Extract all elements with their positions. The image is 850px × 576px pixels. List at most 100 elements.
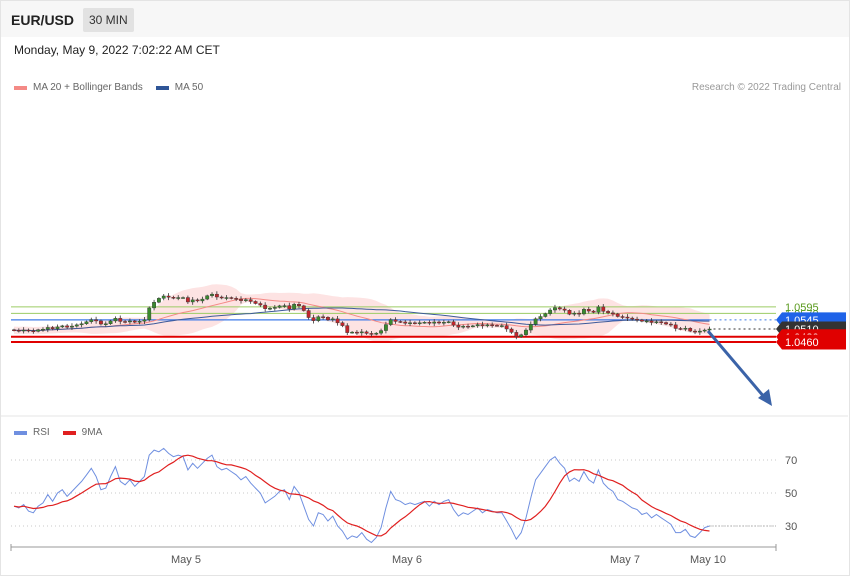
candle bbox=[398, 320, 403, 324]
candle-body bbox=[693, 330, 697, 333]
candle bbox=[41, 327, 45, 332]
legend-swatch-rsi bbox=[14, 430, 27, 435]
candle bbox=[176, 295, 181, 301]
candle bbox=[659, 319, 664, 325]
candle bbox=[577, 310, 582, 317]
candle-body bbox=[495, 325, 499, 327]
candle-body bbox=[156, 298, 161, 303]
candle bbox=[311, 314, 316, 324]
candle bbox=[316, 315, 321, 323]
candle-body bbox=[330, 318, 335, 321]
ma50-line bbox=[13, 307, 710, 332]
candle bbox=[123, 319, 127, 324]
timeframe-badge[interactable]: 30 MIN bbox=[83, 8, 134, 32]
candle bbox=[538, 314, 543, 322]
candle-body bbox=[214, 293, 219, 298]
candle bbox=[514, 329, 519, 340]
candle-body bbox=[596, 306, 601, 313]
candle-body bbox=[340, 322, 345, 326]
candle-body bbox=[659, 321, 664, 323]
candle bbox=[567, 309, 572, 316]
candle bbox=[45, 324, 50, 333]
candle-body bbox=[388, 319, 393, 325]
candle-body bbox=[277, 305, 282, 308]
candle-body bbox=[171, 297, 176, 299]
candle-body bbox=[224, 297, 229, 299]
chart-header: EUR/USD 30 MIN bbox=[1, 1, 849, 37]
candle bbox=[26, 328, 31, 333]
candle-body bbox=[577, 312, 582, 315]
rsi-legend: RSI 9MA bbox=[14, 427, 115, 438]
candle bbox=[437, 320, 441, 325]
candle-body bbox=[422, 322, 427, 324]
candle bbox=[456, 322, 461, 331]
candle-body bbox=[113, 318, 118, 322]
candle-body bbox=[26, 329, 31, 332]
rsi-tick-label: 70 bbox=[785, 455, 797, 467]
candle-body bbox=[403, 321, 408, 324]
candle bbox=[16, 328, 21, 333]
candle bbox=[36, 328, 41, 333]
candle bbox=[417, 320, 422, 326]
candle-body bbox=[326, 317, 330, 321]
candle-body bbox=[398, 321, 403, 323]
candle-body bbox=[524, 329, 528, 335]
candle bbox=[171, 295, 176, 300]
candle-body bbox=[572, 312, 577, 315]
candle-body bbox=[562, 308, 567, 311]
candle bbox=[297, 301, 301, 309]
candle-body bbox=[567, 310, 572, 315]
candle bbox=[287, 302, 292, 312]
legend-label-rsi: RSI bbox=[33, 427, 50, 438]
candle-body bbox=[292, 304, 297, 310]
candle bbox=[55, 324, 60, 332]
candle-body bbox=[118, 318, 123, 322]
candle bbox=[693, 329, 697, 335]
candle-body bbox=[499, 325, 504, 327]
candle-body bbox=[166, 295, 171, 298]
candle bbox=[12, 328, 16, 332]
candle bbox=[586, 306, 591, 314]
candle-body bbox=[635, 318, 639, 321]
candle-body bbox=[697, 330, 702, 333]
candle-body bbox=[355, 331, 359, 334]
candle-body bbox=[490, 324, 495, 327]
candle bbox=[74, 323, 79, 328]
candle-body bbox=[485, 324, 490, 327]
candle-body bbox=[533, 318, 538, 325]
candle bbox=[620, 314, 625, 319]
candle-body bbox=[41, 329, 45, 331]
candle bbox=[359, 329, 364, 336]
candle bbox=[219, 295, 224, 300]
candle bbox=[239, 296, 243, 304]
candle-body bbox=[683, 328, 688, 330]
candle bbox=[94, 316, 99, 324]
candle-body bbox=[287, 305, 292, 310]
legend-label-ma20: MA 20 + Bollinger Bands bbox=[33, 82, 143, 93]
candle bbox=[277, 304, 282, 309]
candle bbox=[166, 293, 171, 301]
candle bbox=[369, 331, 374, 337]
candle bbox=[384, 321, 388, 334]
x-tick-label: May 10 bbox=[690, 554, 726, 566]
candle-body bbox=[374, 332, 379, 335]
candle bbox=[306, 308, 311, 320]
candle-body bbox=[369, 333, 374, 335]
candle bbox=[446, 320, 451, 324]
candle-body bbox=[345, 325, 350, 333]
candle bbox=[214, 291, 219, 300]
candle-body bbox=[548, 309, 553, 314]
candle-body bbox=[654, 321, 659, 323]
candle bbox=[379, 328, 383, 336]
candle-body bbox=[176, 297, 181, 299]
level-tag-1.0460: 1.0460 bbox=[776, 334, 846, 350]
candle-body bbox=[364, 331, 369, 334]
candle bbox=[615, 312, 620, 318]
candle bbox=[253, 300, 258, 305]
candle-body bbox=[470, 325, 475, 328]
candle-body bbox=[475, 324, 480, 327]
candle bbox=[644, 318, 649, 324]
candle bbox=[664, 321, 668, 326]
candle-body bbox=[673, 324, 678, 329]
candle bbox=[185, 295, 190, 304]
